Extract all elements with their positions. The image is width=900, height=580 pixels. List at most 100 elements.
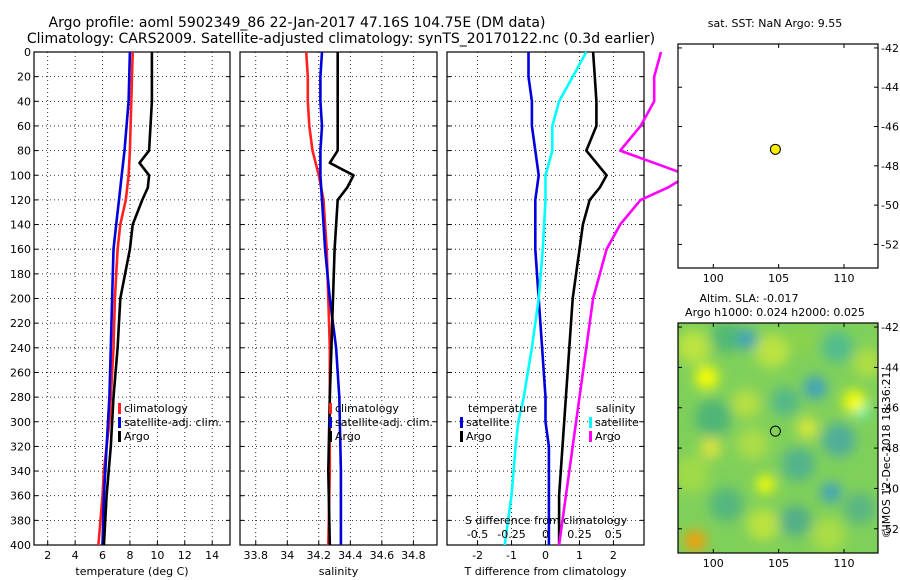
temperature-xtick-label: 4 xyxy=(72,549,79,562)
salinity-legend-label: climatology xyxy=(335,402,399,415)
depth-tick-label: 240 xyxy=(10,342,31,355)
depth-tick-label: 40 xyxy=(17,95,31,108)
temperature-xtick-label: 8 xyxy=(126,549,133,562)
depth-tick-label: 280 xyxy=(10,391,31,404)
differences-plot-frame xyxy=(446,51,645,546)
depth-tick-label: 120 xyxy=(10,194,31,207)
temperature-legend-swatch xyxy=(118,431,121,442)
sla_map-field-blob xyxy=(821,331,854,363)
sst_map-argo-location-marker xyxy=(769,143,781,155)
sst_map-ytick-label: -46 xyxy=(881,121,899,134)
sla_map-field-blob xyxy=(747,509,779,541)
depth-tick-label: 80 xyxy=(17,145,31,158)
sla_map-field-blob xyxy=(694,399,732,437)
sla_map-field-blob xyxy=(731,389,761,419)
sla_map-field-blobs xyxy=(678,323,878,552)
depth-tick-label: 360 xyxy=(10,490,31,503)
sla-map-title-line1: Altim. SLA: -0.017 xyxy=(699,292,798,305)
sla_map-field-blob xyxy=(736,428,769,460)
sla_map-ytick-label: -44 xyxy=(881,361,899,374)
s-axis-label: S difference from climatology xyxy=(465,514,628,527)
diff-legend-label: Argo xyxy=(595,430,621,443)
salinity-xtick-label: 34.2 xyxy=(307,549,332,562)
depth-tick-label: 20 xyxy=(17,71,31,84)
salinity-legend-swatch xyxy=(329,403,332,414)
s-axis-tick-label: 0.5 xyxy=(605,528,623,541)
salinity-series-satellite-adj-clim- xyxy=(319,51,343,545)
diff-legend-label: satellite xyxy=(466,416,510,429)
salinity-xtick-label: 34.8 xyxy=(401,549,426,562)
sla_map-ytick-label: -42 xyxy=(881,321,899,334)
sla_map-field-blob xyxy=(678,456,710,493)
differences-xtick-label: 1 xyxy=(576,549,583,562)
s-axis-tick-label: 0.25 xyxy=(567,528,592,541)
sst_map-ytick-label: -48 xyxy=(881,160,899,173)
temperature-xlabel: temperature (deg C) xyxy=(75,565,188,578)
salinity-xtick-label: 33.8 xyxy=(244,549,269,562)
differences-xtick-label: 2 xyxy=(610,549,617,562)
diff-legend-title-salinity: salinity xyxy=(596,402,636,415)
figure-title-line2: Climatology: CARS2009. Satellite-adjuste… xyxy=(27,31,655,47)
sst-map-title: sat. SST: NaN Argo: 9.55 xyxy=(708,17,842,30)
difference-panel: -2 -1 0 1 2 T difference from climatology temp… xyxy=(446,51,690,578)
temperature-legend-label: satellite-adj. clim. xyxy=(124,416,222,429)
depth-tick-label: 300 xyxy=(10,416,31,429)
diff-legend-label: Argo xyxy=(466,430,492,443)
temperature-plot-frame xyxy=(33,51,231,546)
differences-xtick-label: 0 xyxy=(542,549,549,562)
sla_map-hot-spot xyxy=(684,530,706,552)
depth-tick-label: 0 xyxy=(24,46,31,59)
sst_map-xtick-label: 110 xyxy=(834,272,855,285)
differences-series-satellite-temperature xyxy=(527,52,551,545)
salinity-legend-label: Argo xyxy=(335,430,361,443)
temperature-xtick-label: 6 xyxy=(99,549,106,562)
sla_map-field-blob xyxy=(796,417,818,439)
differences-xtick-label: -1 xyxy=(506,549,517,562)
sla_map-field xyxy=(678,323,878,553)
temperature-legend-swatch xyxy=(118,403,121,414)
depth-tick-label: 200 xyxy=(10,293,31,306)
diff-legend-swatch xyxy=(589,417,592,428)
sla_map-hot-spot xyxy=(842,389,867,414)
sla_map-field-blob xyxy=(844,492,876,525)
depth-tick-label: 400 xyxy=(10,539,31,552)
sla_map-ytick-label: -52 xyxy=(881,523,899,536)
differences-xtick-label: -2 xyxy=(472,549,483,562)
figure-title-line1: Argo profile: aoml 5902349_86 22-Jan-201… xyxy=(49,15,546,31)
sla-map-panel: 100 105 110 -42 -44 -46 -48 -50 -52 xyxy=(677,321,899,570)
sla_map-xtick-label: 110 xyxy=(834,557,855,570)
salinity-panel: 33.8 34 34.2 34.4 34.6 34.8 salinity climatolog… xyxy=(239,51,438,578)
depth-tick-label: 100 xyxy=(10,169,31,182)
depth-tick-label: 320 xyxy=(10,440,31,453)
s-axis-tick-label: -0.25 xyxy=(497,528,525,541)
salinity-series-argo xyxy=(326,52,355,546)
s-axis-tick-label: -0.5 xyxy=(467,528,488,541)
sla_map-field-blob xyxy=(811,517,846,552)
sla_map-frame xyxy=(677,322,879,554)
salinity-legend-swatch xyxy=(329,417,332,428)
sst_map-ytick-label: -44 xyxy=(881,81,899,94)
sla_map-hot-spot xyxy=(803,375,828,400)
diff-legend-swatch xyxy=(460,417,463,428)
sst_map-ytick-label: -42 xyxy=(881,42,899,55)
sst_map-xtick-label: 100 xyxy=(703,272,724,285)
depth-tick-label: 260 xyxy=(10,366,31,379)
temperature-series-satellite-adj-clim- xyxy=(101,51,132,546)
salinity-xtick-label: 34 xyxy=(280,549,294,562)
sla_map-ytick-label: -46 xyxy=(881,402,899,415)
depth-tick-label: 160 xyxy=(10,243,31,256)
diff-legend-swatch xyxy=(589,431,592,442)
salinity-xtick-label: 34.6 xyxy=(370,549,395,562)
sla_map-xtick-label: 100 xyxy=(703,557,724,570)
temperature-legend-swatch xyxy=(118,417,121,428)
salinity-xlabel: salinity xyxy=(319,565,359,578)
sla_map-ytick-label: -50 xyxy=(881,482,899,495)
sla_map-field-blob xyxy=(755,334,790,369)
sla_map-hot-spot xyxy=(820,482,842,503)
depth-tick-label: 220 xyxy=(10,317,31,330)
imos-stamp: ©IMOS 12-Dec-2018 18:36:21 xyxy=(880,372,893,539)
temperature-xtick-label: 2 xyxy=(44,549,51,562)
sla_map-field-blob xyxy=(853,348,878,378)
differences-xlabel: T difference from climatology xyxy=(464,565,627,578)
depth-tick-label: 180 xyxy=(10,268,31,281)
